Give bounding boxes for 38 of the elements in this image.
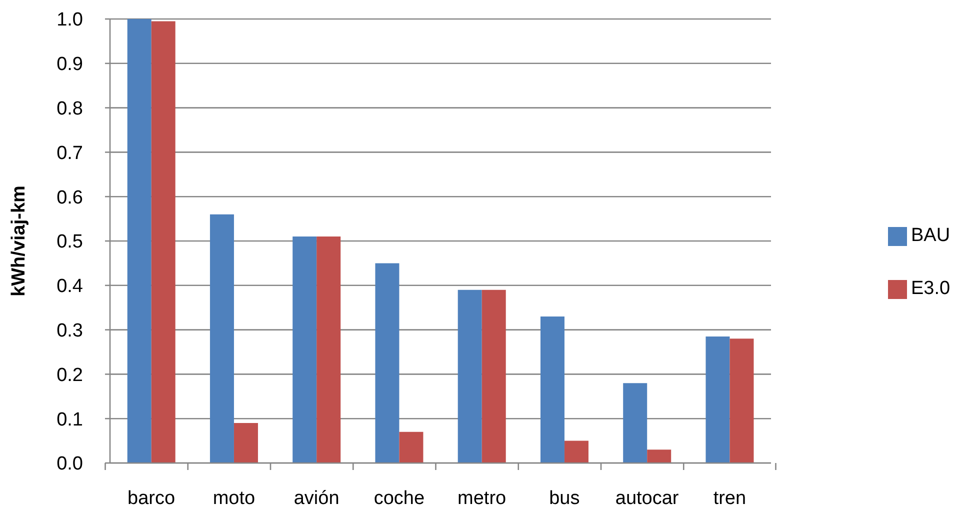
y-tick-label: 0.1 — [56, 409, 83, 430]
bar — [623, 383, 648, 463]
y-axis-title: kWh/viaj-km — [8, 186, 30, 296]
x-tick-label: autocar — [615, 488, 680, 509]
bar — [375, 263, 400, 463]
bar — [564, 440, 588, 463]
y-tick-label: 0.2 — [56, 364, 83, 386]
y-tick-label: 0.0 — [56, 454, 83, 475]
x-tick-label: coche — [374, 488, 425, 509]
bar — [458, 290, 482, 463]
x-tick-label: tren — [713, 488, 746, 509]
bar — [292, 236, 317, 463]
legend-label: E3.0 — [911, 278, 950, 299]
bar — [127, 19, 152, 463]
x-tick-label: moto — [212, 488, 256, 509]
y-tick-label: 0.8 — [56, 98, 83, 120]
legend-label: BAU — [911, 225, 950, 246]
bar — [647, 450, 672, 463]
bar — [730, 338, 754, 463]
bar — [540, 316, 564, 463]
y-tick-label: 0.4 — [56, 276, 84, 298]
x-tick-label: metro — [458, 488, 506, 509]
bar — [706, 336, 730, 463]
bar — [316, 236, 341, 463]
x-tick-label: barco — [128, 488, 176, 509]
y-tick-label: 0.5 — [56, 232, 83, 253]
y-tick-label: 0.6 — [56, 187, 83, 208]
y-tick-label: 1.0 — [56, 10, 83, 31]
y-tick-label: 0.9 — [56, 54, 83, 76]
bar — [482, 290, 506, 463]
x-tick-label: avión — [294, 488, 340, 509]
bar — [234, 423, 258, 463]
bar — [399, 432, 424, 463]
y-tick-label: 0.7 — [56, 142, 83, 164]
bar — [210, 214, 234, 463]
y-tick-label: 0.3 — [56, 320, 83, 342]
x-tick-label: bus — [549, 488, 580, 509]
bar — [151, 21, 176, 463]
